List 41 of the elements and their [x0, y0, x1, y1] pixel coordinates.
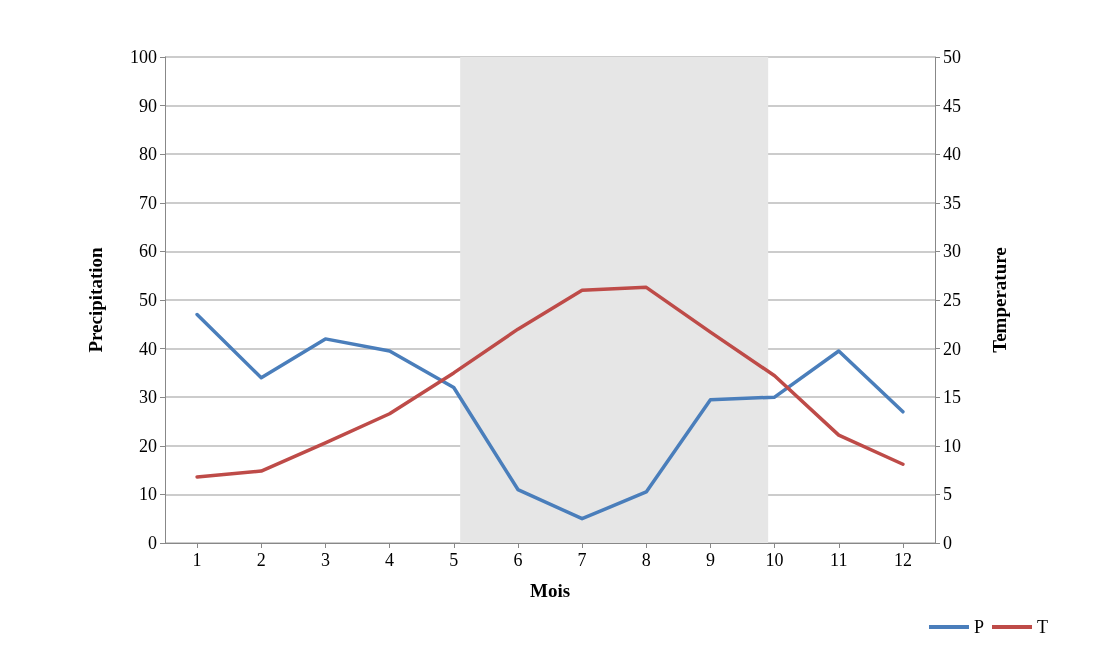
- y2-tick-label: 20: [943, 338, 961, 359]
- line-series: [195, 285, 905, 479]
- x-tick-label: 11: [830, 550, 848, 570]
- y2-tick-label: 35: [943, 192, 961, 213]
- y-tick-label: 0: [148, 533, 157, 553]
- y-tick-label: 90: [139, 95, 157, 116]
- y2-tick-label: 40: [943, 144, 961, 165]
- x-tick-label: 9: [705, 550, 715, 570]
- x-tick-label: 10: [765, 550, 784, 570]
- y-tick-label: 50: [139, 290, 157, 310]
- y2-tick-label: 0: [943, 533, 952, 553]
- y-tick-label: 40: [139, 338, 157, 359]
- y-tick-label: 10: [139, 484, 157, 505]
- x-tick-label: 12: [893, 550, 912, 570]
- legend-label: T: [1037, 617, 1048, 637]
- y2-tick-label: 10: [943, 435, 961, 456]
- legend-label: P: [973, 617, 985, 637]
- x-tick-label: 6: [513, 550, 523, 570]
- y2-tick-label: 15: [943, 387, 961, 408]
- y2-tick-label: 45: [943, 95, 961, 116]
- x-tick-label: 8: [641, 550, 651, 570]
- y-axis-title: Precipitation: [85, 246, 106, 353]
- y-tick-label: 100: [130, 47, 157, 67]
- y-tick-label: 70: [139, 192, 157, 213]
- x-tick-label: 4: [385, 550, 395, 570]
- x-tick-label: 5: [449, 550, 459, 570]
- y2-tick-label: 25: [943, 290, 961, 310]
- x-tick-label: 2: [256, 550, 266, 570]
- y2-tick-label: 50: [943, 47, 961, 67]
- y2-tick-label: 30: [943, 241, 961, 262]
- y-tick-label: 30: [139, 387, 157, 408]
- y-tick-label: 80: [139, 144, 157, 165]
- line-series: [195, 312, 905, 521]
- x-tick-label: 3: [320, 550, 330, 570]
- y-tick-label: 20: [139, 435, 157, 456]
- x-tick-label: 1: [192, 550, 202, 570]
- y2-axis-title: Temperature: [989, 247, 1010, 353]
- y2-tick-label: 5: [943, 484, 952, 505]
- x-tick-label: 7: [577, 550, 587, 570]
- y-tick-label: 60: [139, 241, 157, 262]
- x-axis-title: Mois: [529, 580, 571, 601]
